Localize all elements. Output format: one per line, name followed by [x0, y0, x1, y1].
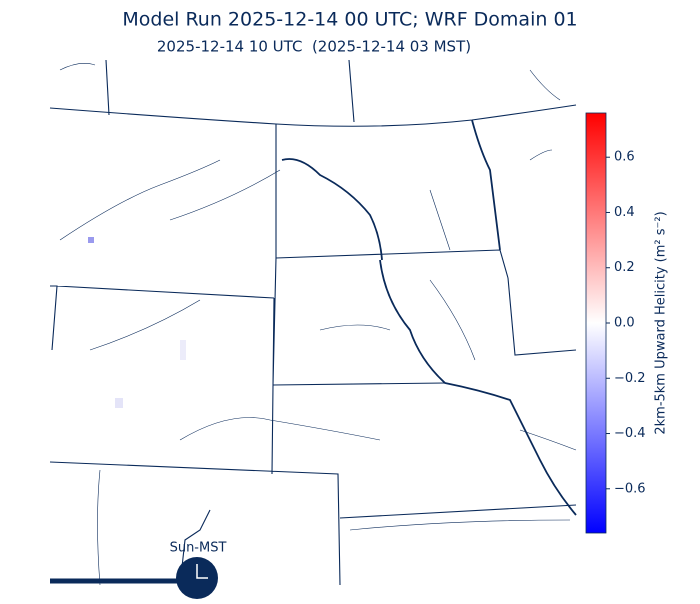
subtitle: 2025-12-14 10 UTC (2025-12-14 03 MST)	[157, 38, 471, 56]
map	[49, 59, 577, 586]
colorbar-scale	[585, 112, 607, 534]
clock-label: Sun-MST	[170, 541, 227, 556]
colorbar: −0.6 −0.4 −0.2 0.0 0.2 0.4 0.6	[585, 112, 646, 534]
colorbar-tick-label: 0.4	[614, 205, 635, 220]
colorbar-tick-label: −0.4	[614, 426, 646, 441]
colorbar-label: 2km-5km Upward Helicity (m² s⁻²)	[654, 211, 669, 434]
colorbar-tick-label: 0.0	[614, 316, 635, 331]
clock: Sun-MST	[50, 541, 227, 599]
colorbar-tick-label: 0.2	[614, 260, 635, 275]
colorbar-tick-label: −0.6	[614, 481, 646, 496]
title: Model Run 2025-12-14 00 UTC; WRF Domain …	[122, 9, 577, 31]
colorbar-tick-label: −0.2	[614, 371, 646, 386]
colorbar-tick-label: 0.6	[614, 150, 635, 165]
